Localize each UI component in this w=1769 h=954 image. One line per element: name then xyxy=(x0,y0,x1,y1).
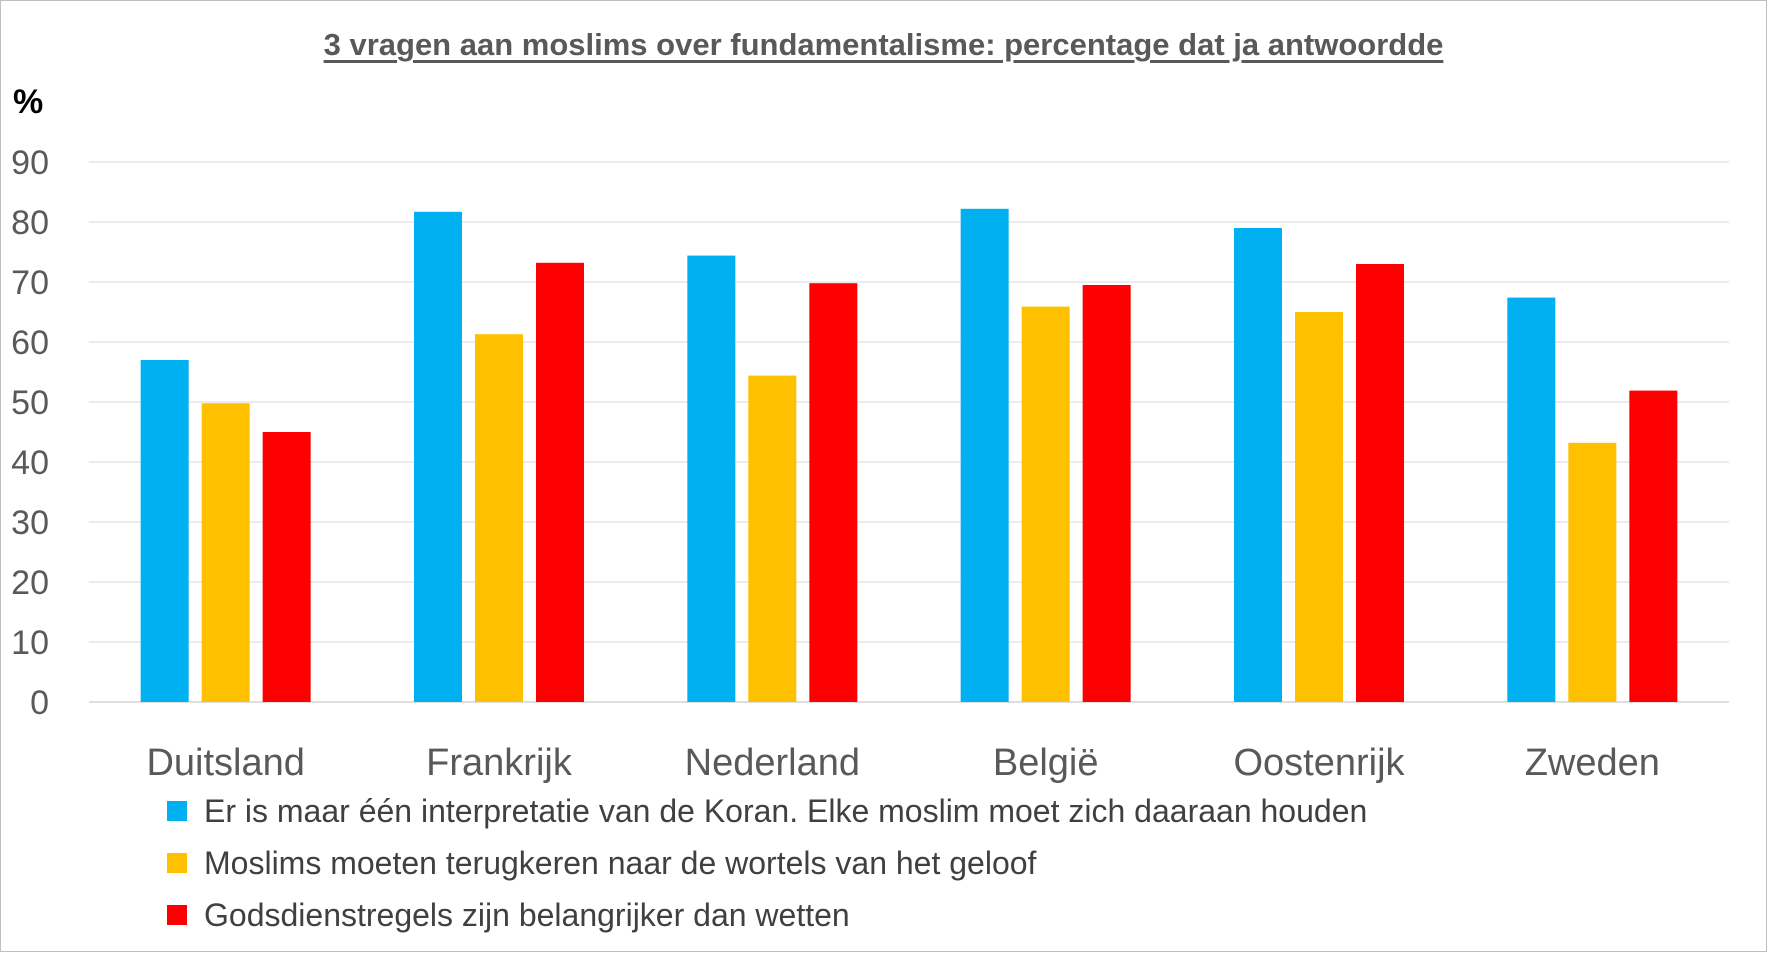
y-tick-label: 30 xyxy=(11,504,49,542)
chart-title: 3 vragen aan moslims over fundamentalism… xyxy=(323,27,1444,62)
bar-nederland-series-1 xyxy=(687,255,736,702)
y-tick-label: 0 xyxy=(30,684,49,722)
bars xyxy=(140,208,1678,703)
bar-oostenrijk-series-3 xyxy=(1356,264,1404,702)
legend-swatch xyxy=(167,853,187,873)
bar-duitsland-series-2 xyxy=(201,403,250,702)
gridlines xyxy=(89,161,1729,703)
y-tick-label: 10 xyxy=(11,624,49,662)
x-tick-label: Nederland xyxy=(685,742,860,784)
y-tick-label: 90 xyxy=(11,144,49,182)
bar-oostenrijk-series-2 xyxy=(1295,312,1343,702)
bar-frankrijk-series-3 xyxy=(536,262,584,702)
bar-frankrijk-series-2 xyxy=(475,334,523,702)
x-tick-label: Frankrijk xyxy=(426,742,573,784)
legend-label: Godsdienstregels zijn belangrijker dan w… xyxy=(204,897,850,933)
bar-zweden-series-2 xyxy=(1568,442,1617,702)
bar-zweden-series-3 xyxy=(1629,390,1678,702)
y-axis-unit-label: % xyxy=(13,83,44,121)
x-tick-label: Duitsland xyxy=(146,742,304,784)
y-tick-label: 60 xyxy=(11,324,49,362)
bar-belgië-series-2 xyxy=(1021,306,1070,702)
bar-frankrijk-series-1 xyxy=(414,211,462,703)
bar-duitsland-series-3 xyxy=(262,432,311,702)
bar-nederland-series-2 xyxy=(748,375,797,702)
legend-swatch xyxy=(167,801,187,821)
bar-duitsland-series-1 xyxy=(140,360,189,702)
legend-label: Er is maar één interpretatie van de Kora… xyxy=(204,793,1368,829)
legend-label: Moslims moeten terugkeren naar de wortel… xyxy=(204,845,1037,881)
bar-nederland-series-3 xyxy=(809,283,858,702)
y-tick-label: 20 xyxy=(11,564,49,602)
y-tick-label: 80 xyxy=(11,204,49,242)
x-axis-ticks: Duitsland Frankrijk Nederland België Oostenr… xyxy=(146,742,1659,784)
y-tick-label: 70 xyxy=(11,264,49,302)
x-tick-label: Oostenrijk xyxy=(1233,742,1405,784)
y-tick-label: 50 xyxy=(11,384,49,422)
legend-swatch xyxy=(167,905,187,925)
bar-belgië-series-3 xyxy=(1082,285,1131,702)
bar-oostenrijk-series-1 xyxy=(1234,228,1282,702)
bar-zweden-series-1 xyxy=(1507,297,1556,702)
bar-belgië-series-1 xyxy=(960,208,1009,703)
x-tick-label: Zweden xyxy=(1525,742,1660,784)
y-tick-label: 40 xyxy=(11,444,49,482)
y-axis-ticks: 0 10 20 30 40 50 60 70 80 90 xyxy=(11,144,49,722)
x-tick-label: België xyxy=(993,742,1099,784)
